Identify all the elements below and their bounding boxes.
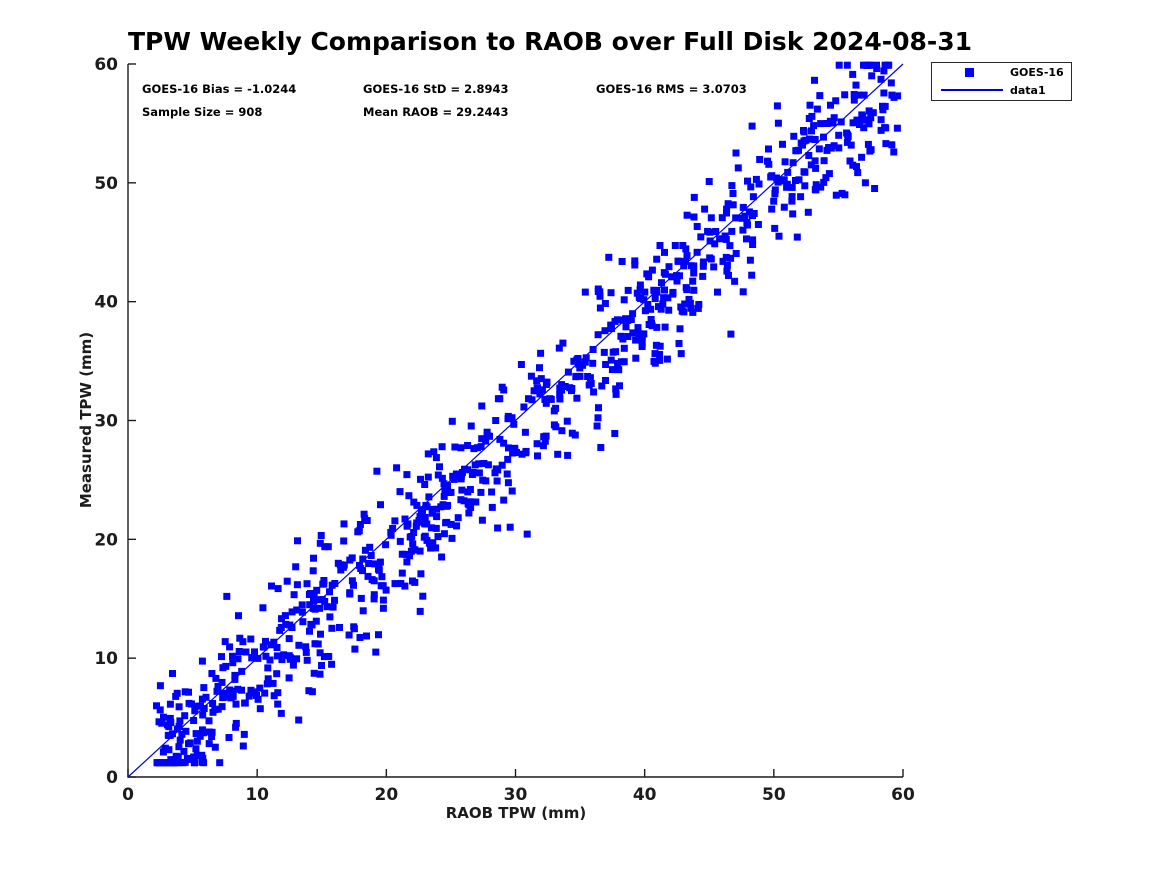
y-tick-label: 30 <box>94 412 118 432</box>
stat-rms: GOES-16 RMS = 3.0703 <box>596 82 747 96</box>
tick-marks <box>127 63 904 778</box>
x-tick-label: 0 <box>122 785 134 805</box>
stat-sample-size: Sample Size = 908 <box>142 105 263 119</box>
stat-std: GOES-16 StD = 2.8943 <box>363 82 509 96</box>
legend-entry-data1: data1 <box>932 82 1071 98</box>
stat-mean-raob: Mean RAOB = 29.2443 <box>363 105 509 119</box>
legend-box: GOES-16 data1 <box>931 62 1072 101</box>
stat-bias: GOES-16 Bias = -1.0244 <box>142 82 297 96</box>
square-marker-icon <box>965 67 974 77</box>
y-tick-label: 10 <box>94 649 118 669</box>
legend-entry-goes16: GOES-16 <box>932 65 1071 81</box>
chart-title: TPW Weekly Comparison to RAOB over Full … <box>128 27 973 56</box>
y-tick-label: 50 <box>94 174 118 194</box>
scatter-points <box>153 61 902 767</box>
x-tick-label: 10 <box>245 785 269 805</box>
x-tick-label: 50 <box>762 785 786 805</box>
x-tick-label: 20 <box>374 785 398 805</box>
x-axis-label: RAOB TPW (mm) <box>445 804 587 822</box>
y-tick-label: 40 <box>94 293 118 313</box>
line-marker-icon <box>941 89 1003 92</box>
x-tick-label: 30 <box>504 785 528 805</box>
y-tick-label: 60 <box>94 55 118 75</box>
legend-label-data1: data1 <box>1010 83 1046 97</box>
legend-label-goes16: GOES-16 <box>1010 66 1064 80</box>
x-tick-label: 40 <box>633 785 657 805</box>
y-tick-label: 20 <box>94 530 118 550</box>
tick-labels: 0 10 20 30 40 50 60 0 10 20 30 40 50 60 <box>94 55 915 805</box>
x-tick-label: 60 <box>891 785 915 805</box>
y-tick-label: 0 <box>106 768 118 788</box>
y-axis-label: Measured TPW (mm) <box>77 331 95 509</box>
